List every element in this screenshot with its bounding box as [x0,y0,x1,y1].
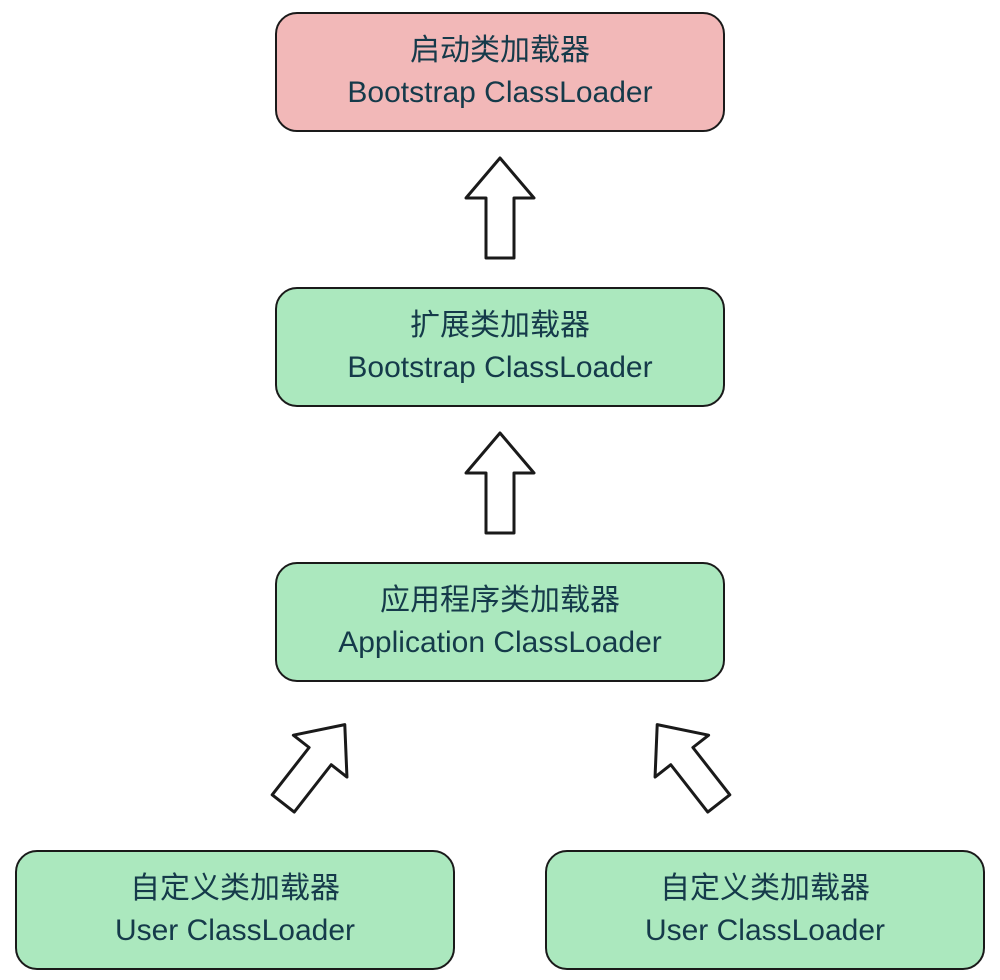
arrow-user1-to-application [254,701,375,827]
node-user-classloader-2: 自定义类加载器 User ClassLoader [545,850,985,970]
node-bootstrap-classloader: 启动类加载器 Bootstrap ClassLoader [275,12,725,132]
node-application-classloader: 应用程序类加载器 Application ClassLoader [275,562,725,682]
node-bootstrap-title: 启动类加载器 [410,30,590,72]
arrow-extension-to-bootstrap [464,156,536,260]
node-extension-classloader: 扩展类加载器 Bootstrap ClassLoader [275,287,725,407]
node-user1-subtitle: User ClassLoader [115,910,355,952]
node-application-title: 应用程序类加载器 [380,580,620,622]
node-application-subtitle: Application ClassLoader [338,622,662,664]
node-user1-title: 自定义类加载器 [130,868,340,910]
node-extension-title: 扩展类加载器 [410,305,590,347]
node-extension-subtitle: Bootstrap ClassLoader [347,347,652,389]
node-bootstrap-subtitle: Bootstrap ClassLoader [347,72,652,114]
node-user-classloader-1: 自定义类加载器 User ClassLoader [15,850,455,970]
node-user2-title: 自定义类加载器 [660,868,870,910]
node-user2-subtitle: User ClassLoader [645,910,885,952]
arrow-application-to-extension [464,431,536,535]
arrow-user2-to-application [628,701,749,827]
